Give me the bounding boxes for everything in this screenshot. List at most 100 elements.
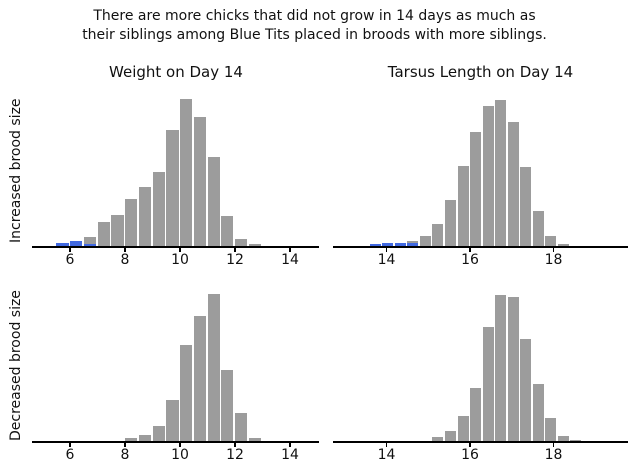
all-chicks-gray-bar [235,239,248,246]
x-axis-ticks: 6 8 10 12 14 [33,443,319,467]
all-chicks-gray-bar [207,294,220,441]
x-axis-line [32,441,319,443]
x-tick-label: 14 [281,252,299,268]
all-chicks-gray-bar [97,222,110,246]
x-tick-mark [69,248,71,252]
all-chicks-gray-bar [457,166,469,246]
all-chicks-gray-bar [507,297,519,441]
all-chicks-gray-bar [207,157,220,246]
x-tick-mark [385,248,388,252]
low-growth-highlight-blue-bar [394,243,406,246]
all-chicks-gray-bar [557,244,569,246]
figure-title: There are more chicks that did not grow … [82,8,547,43]
all-chicks-gray-bar [495,100,507,246]
ylabel-increased-brood-size: Increased brood size [8,98,24,244]
all-chicks-gray-bar [570,440,582,441]
x-axis-ticks: 6 8 10 12 14 [33,248,319,272]
all-chicks-gray-bar [180,99,193,246]
low-growth-highlight-blue-bar [407,243,419,246]
x-tick-mark [234,443,236,447]
x-tick-label: 8 [120,252,130,268]
all-chicks-gray-bar [138,187,152,246]
x-tick-mark [124,248,126,252]
all-chicks-gray-bar [125,438,138,441]
all-chicks-gray-bar [221,370,234,441]
all-chicks-gray-bar [235,413,248,441]
low-growth-highlight-blue-bar [382,243,394,246]
all-chicks-gray-bar [248,438,261,441]
all-chicks-gray-bar [166,400,179,441]
x-tick-label: 16 [461,447,479,463]
x-tick-label: 10 [171,252,189,268]
all-chicks-gray-bar [545,418,557,441]
x-tick-label: 6 [65,447,75,463]
x-tick-label: 6 [65,252,75,268]
all-chicks-gray-bar [482,106,494,246]
all-chicks-gray-bar [507,122,519,246]
x-tick-label: 18 [544,252,563,268]
all-chicks-gray-bar [520,167,532,246]
plot-tarsus-increased [333,96,628,246]
all-chicks-gray-bar [419,236,431,246]
x-axis-ticks: 14 16 18 [333,443,628,467]
low-growth-highlight-blue-bar [369,244,381,246]
x-tick-mark [289,248,291,252]
x-axis-ticks: 14 16 18 [333,248,628,272]
plot-weight-increased [33,96,319,246]
all-chicks-gray-bar [532,211,544,246]
plot-weight-decreased [33,291,319,441]
plot-tarsus-decreased [333,291,628,441]
all-chicks-gray-bar [221,216,234,246]
all-chicks-gray-bar [444,200,456,246]
x-tick-mark [234,248,236,252]
x-tick-mark [69,443,71,447]
x-tick-label: 10 [171,447,189,463]
subplot-title-tarsus: Tarsus Length on Day 14 [387,63,574,81]
x-tick-label: 12 [226,252,244,268]
all-chicks-gray-bar [111,215,124,246]
all-chicks-gray-bar [193,117,206,246]
all-chicks-gray-bar [520,339,532,441]
all-chicks-gray-bar [557,436,569,441]
ylabel-decreased-brood-size: Decreased brood size [8,290,24,442]
subplot-title-weight: Weight on Day 14 [109,63,243,81]
all-chicks-gray-bar [138,435,152,441]
x-tick-label: 14 [377,447,396,463]
x-tick-mark [552,443,555,447]
all-chicks-gray-bar [180,345,193,441]
all-chicks-gray-bar [470,388,482,441]
all-chicks-gray-bar [152,426,165,441]
x-tick-label: 14 [281,447,299,463]
x-tick-mark [385,443,388,447]
x-axis-line [32,246,319,248]
all-chicks-gray-bar [83,237,97,246]
x-tick-label: 8 [120,447,130,463]
all-chicks-gray-bar [432,224,444,246]
x-axis-line [333,441,628,443]
x-tick-label: 12 [226,447,244,463]
low-growth-highlight-blue-bar [83,244,97,246]
x-tick-mark [552,248,555,252]
x-tick-mark [179,248,181,252]
all-chicks-gray-bar [482,327,494,441]
all-chicks-gray-bar [495,295,507,441]
x-tick-mark [469,443,471,447]
all-chicks-gray-bar [152,172,165,246]
x-tick-mark [289,443,291,447]
all-chicks-gray-bar [432,437,444,441]
all-chicks-gray-bar [532,384,544,441]
x-tick-label: 16 [461,252,479,268]
all-chicks-gray-bar [248,244,261,246]
all-chicks-gray-bar [166,130,179,246]
x-tick-label: 18 [544,447,563,463]
all-chicks-gray-bar [444,431,456,441]
x-tick-mark [124,443,126,447]
low-growth-highlight-blue-bar [56,243,69,246]
low-growth-highlight-blue-bar [70,241,83,246]
all-chicks-gray-bar [545,236,557,246]
x-tick-mark [469,248,471,252]
all-chicks-gray-bar [125,199,138,246]
x-tick-mark [179,443,181,447]
all-chicks-gray-bar [193,316,206,441]
